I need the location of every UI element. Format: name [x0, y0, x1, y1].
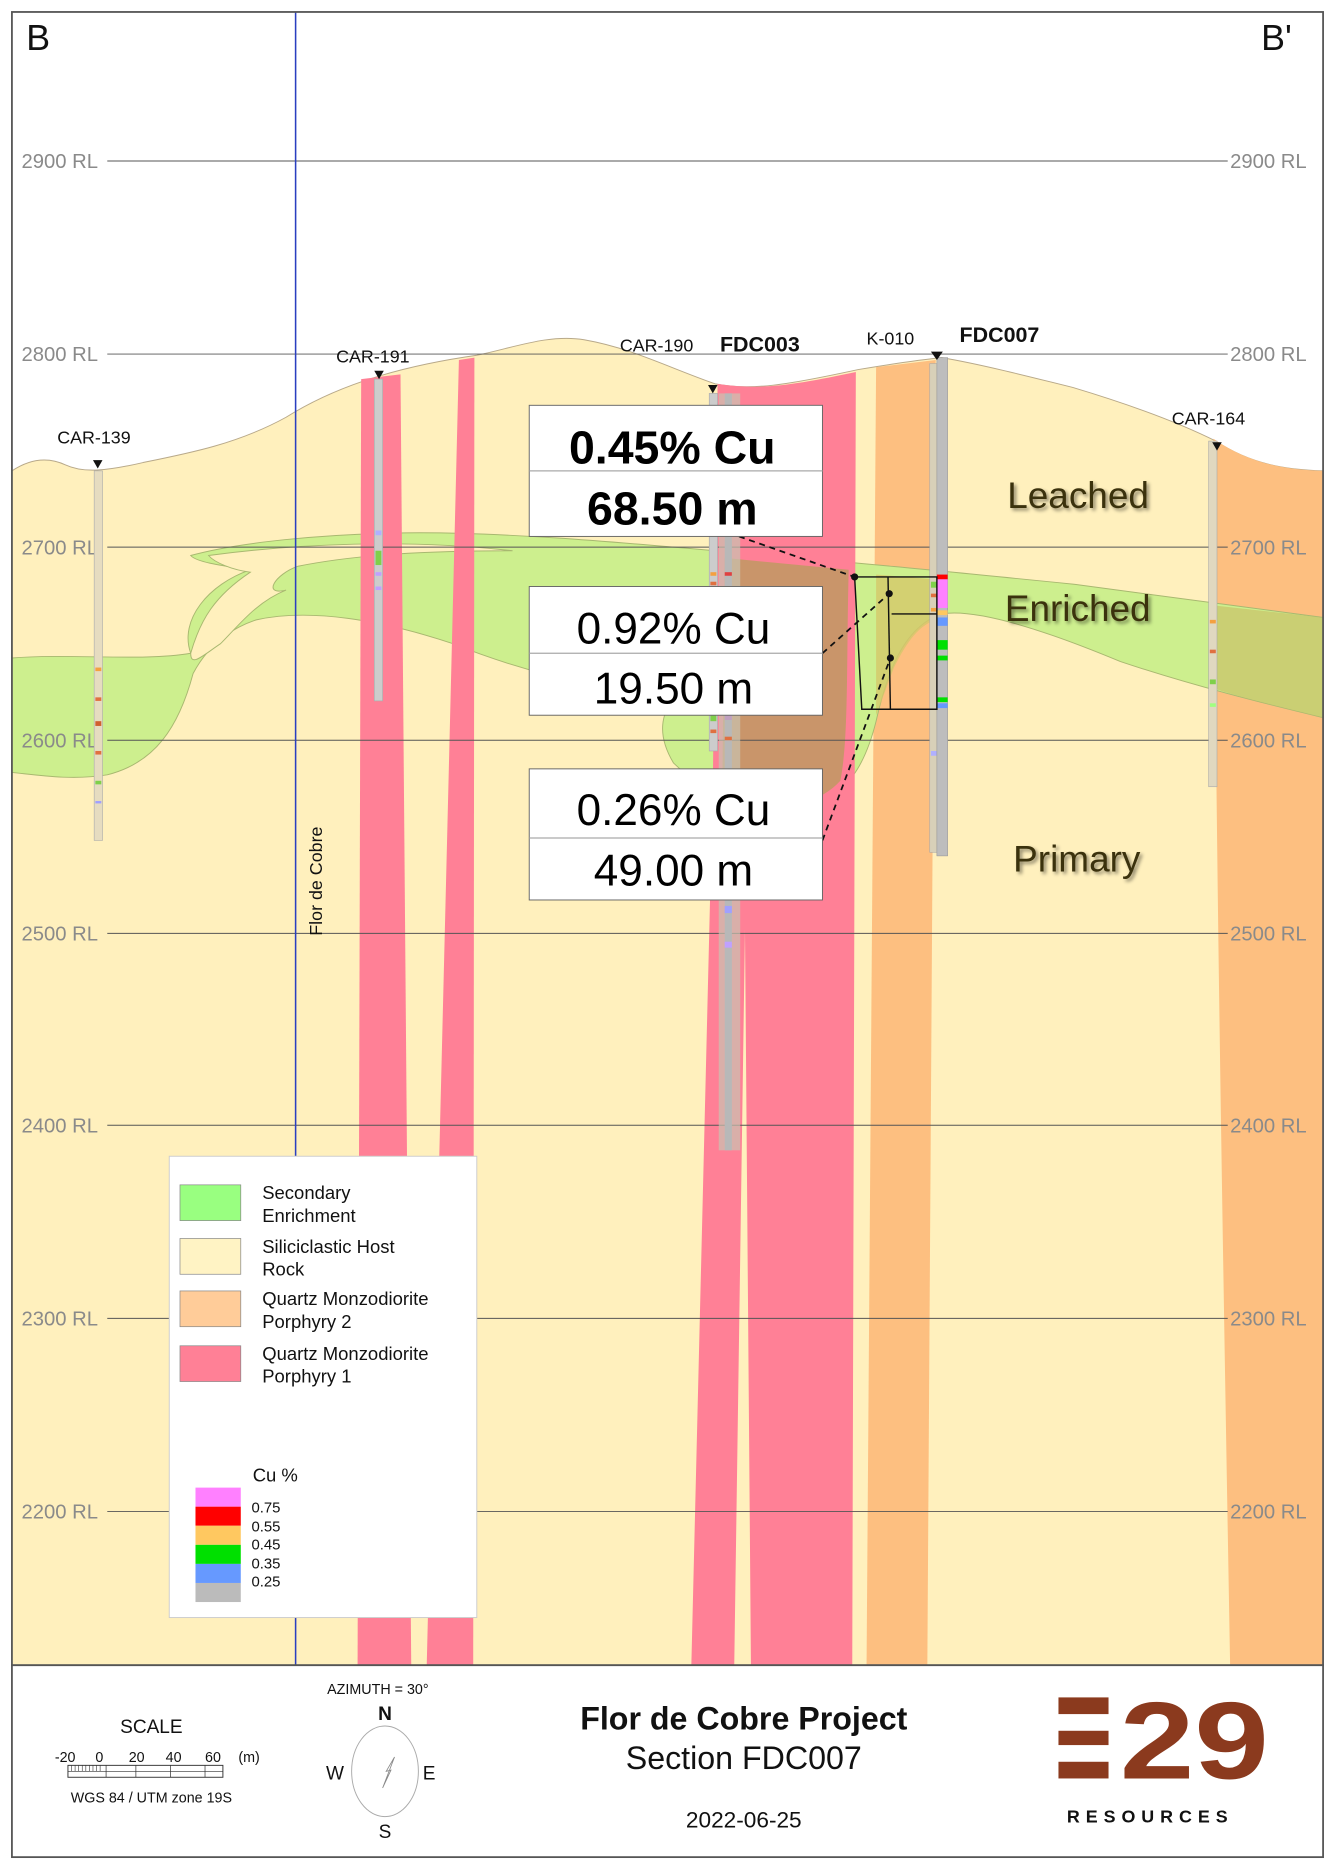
rl-grid: [107, 160, 1228, 1512]
rl-label: 2800 RL: [1230, 344, 1307, 366]
rl-label: 2200 RL: [21, 1502, 98, 1524]
rl-label: 2300 RL: [21, 1309, 98, 1331]
rl-label: 2400 RL: [1230, 1115, 1307, 1137]
porphyry-2-body-east: [1213, 438, 1324, 1666]
north-arrow-compass-icon: N S E W: [326, 1704, 436, 1843]
rl-label: 2400 RL: [21, 1115, 98, 1137]
svg-text:20: 20: [129, 1750, 145, 1766]
intercept-polygon: [853, 576, 938, 710]
zone-label-enriched: Enriched: [1005, 588, 1151, 629]
drillhole-car-190[interactable]: CAR-190: [620, 336, 718, 752]
drillhole-label: CAR-190: [620, 336, 694, 356]
legend-label: Siliciclastic Host: [262, 1236, 394, 1257]
map-subtitle: Section FDC007: [626, 1740, 862, 1776]
legend-label: Quartz Monzodiorite: [262, 1343, 428, 1364]
rl-label: 2800 RL: [21, 344, 98, 366]
intercept-callout-1: 0.45% Cu 68.50 m: [528, 404, 823, 537]
cu-break-label: 0.45: [252, 1538, 281, 1554]
enrichment-inner-host: [190, 543, 513, 661]
drillhole-label: K-010: [867, 329, 915, 349]
cu-break-label: 0.35: [252, 1557, 281, 1573]
drillhole-label: CAR-191: [336, 346, 410, 366]
drillhole-car-164[interactable]: CAR-164: [1172, 408, 1246, 788]
legend: Secondary Enrichment Siliciclastic Host …: [168, 1155, 478, 1619]
rl-labels-left: 2900 RL 2800 RL 2700 RL 2600 RL 2500 RL …: [21, 151, 98, 1523]
drillhole-car-191[interactable]: CAR-191: [336, 346, 410, 702]
intercept-callout-3: 0.26% Cu 49.00 m: [528, 768, 823, 901]
rl-label: 2300 RL: [1230, 1309, 1307, 1331]
legend-label: Porphyry 1: [262, 1366, 351, 1387]
svg-text:(m): (m): [238, 1750, 259, 1766]
svg-text:W: W: [326, 1764, 344, 1785]
rl-label: 2600 RL: [21, 730, 98, 752]
intercept-length: 49.00 m: [594, 847, 753, 896]
drillhole-label: FDC007: [960, 323, 1040, 347]
fault-label: Flor de Cobre: [306, 826, 326, 935]
drillhole-label: CAR-164: [1172, 408, 1246, 428]
zone-label-primary: Primary: [1013, 838, 1141, 879]
legend-label: Enrichment: [262, 1205, 355, 1226]
rl-label: 2500 RL: [1230, 924, 1307, 946]
intercept-callout-2: 0.92% Cu 19.50 m: [528, 586, 823, 716]
rl-label: 2600 RL: [1230, 730, 1307, 752]
intercept-grade: 0.92% Cu: [577, 605, 771, 654]
svg-text:N: N: [378, 1704, 392, 1725]
svg-text:60: 60: [205, 1750, 221, 1766]
svg-text:40: 40: [166, 1750, 182, 1766]
map-date: 2022-06-25: [686, 1807, 802, 1832]
rl-label: 2200 RL: [1230, 1502, 1307, 1524]
leader-lines: [738, 535, 892, 841]
rl-label: 2500 RL: [21, 924, 98, 946]
enrichment-east-overlap: [1215, 605, 1324, 718]
intercept-length: 19.50 m: [594, 664, 753, 713]
enriched-porphyry2-overlap: [876, 574, 936, 716]
svg-text:0: 0: [95, 1750, 103, 1766]
svg-text:29: 29: [1120, 1680, 1269, 1802]
rl-label: 2900 RL: [21, 151, 98, 173]
drillhole-car-139[interactable]: CAR-139: [57, 427, 131, 841]
title-block: SCALE -20 0 20 40 60 (m) WGS 84 / UTM zo…: [11, 1664, 1324, 1859]
legend-swatch: [179, 1345, 242, 1382]
legend-label: Quartz Monzodiorite: [262, 1288, 428, 1309]
legend-label: Rock: [262, 1258, 305, 1279]
porphyry-2-dike-center: [866, 360, 936, 1666]
rl-label: 2700 RL: [21, 537, 98, 559]
legend-label: Secondary: [262, 1182, 351, 1203]
legend-swatch: [179, 1290, 242, 1328]
projection-label: WGS 84 / UTM zone 19S: [71, 1790, 232, 1806]
legend-label: Porphyry 2: [262, 1311, 351, 1332]
intercept-length: 68.50 m: [587, 483, 758, 535]
section-end-left: B: [26, 18, 50, 58]
drillhole-label: CAR-139: [57, 427, 131, 447]
svg-text:RESOURCES: RESOURCES: [1067, 1807, 1234, 1827]
azimuth-label: AZIMUTH = 30°: [327, 1682, 428, 1698]
rl-label: 2900 RL: [1230, 151, 1307, 173]
e29-resources-logo: 29 RESOURCES: [1058, 1680, 1269, 1827]
legend-swatch: [179, 1238, 242, 1275]
rl-label: 2700 RL: [1230, 537, 1307, 559]
section-end-right: B': [1261, 18, 1292, 58]
scale-bar: -20 0 20 40 60 (m): [55, 1750, 260, 1778]
rl-labels-right: 2900 RL 2800 RL 2700 RL 2600 RL 2500 RL …: [1230, 151, 1307, 1523]
intercept-grade: 0.26% Cu: [577, 786, 771, 835]
cu-legend-title: Cu %: [253, 1465, 298, 1486]
map-panel: 2900 RL 2800 RL 2700 RL 2600 RL 2500 RL …: [11, 11, 1324, 1666]
svg-text:E: E: [423, 1764, 436, 1785]
cu-break-label: 0.25: [252, 1575, 281, 1591]
svg-text:S: S: [379, 1822, 392, 1843]
svg-text:-20: -20: [55, 1750, 76, 1766]
zone-label-leached: Leached: [1007, 475, 1149, 516]
cu-break-label: 0.75: [252, 1501, 281, 1517]
map-title: Flor de Cobre Project: [580, 1701, 907, 1737]
legend-swatch: [179, 1184, 242, 1221]
drillhole-label: FDC003: [720, 333, 800, 357]
intercept-grade: 0.45% Cu: [569, 422, 776, 474]
cu-break-label: 0.55: [252, 1520, 281, 1536]
scale-title: SCALE: [120, 1717, 183, 1738]
